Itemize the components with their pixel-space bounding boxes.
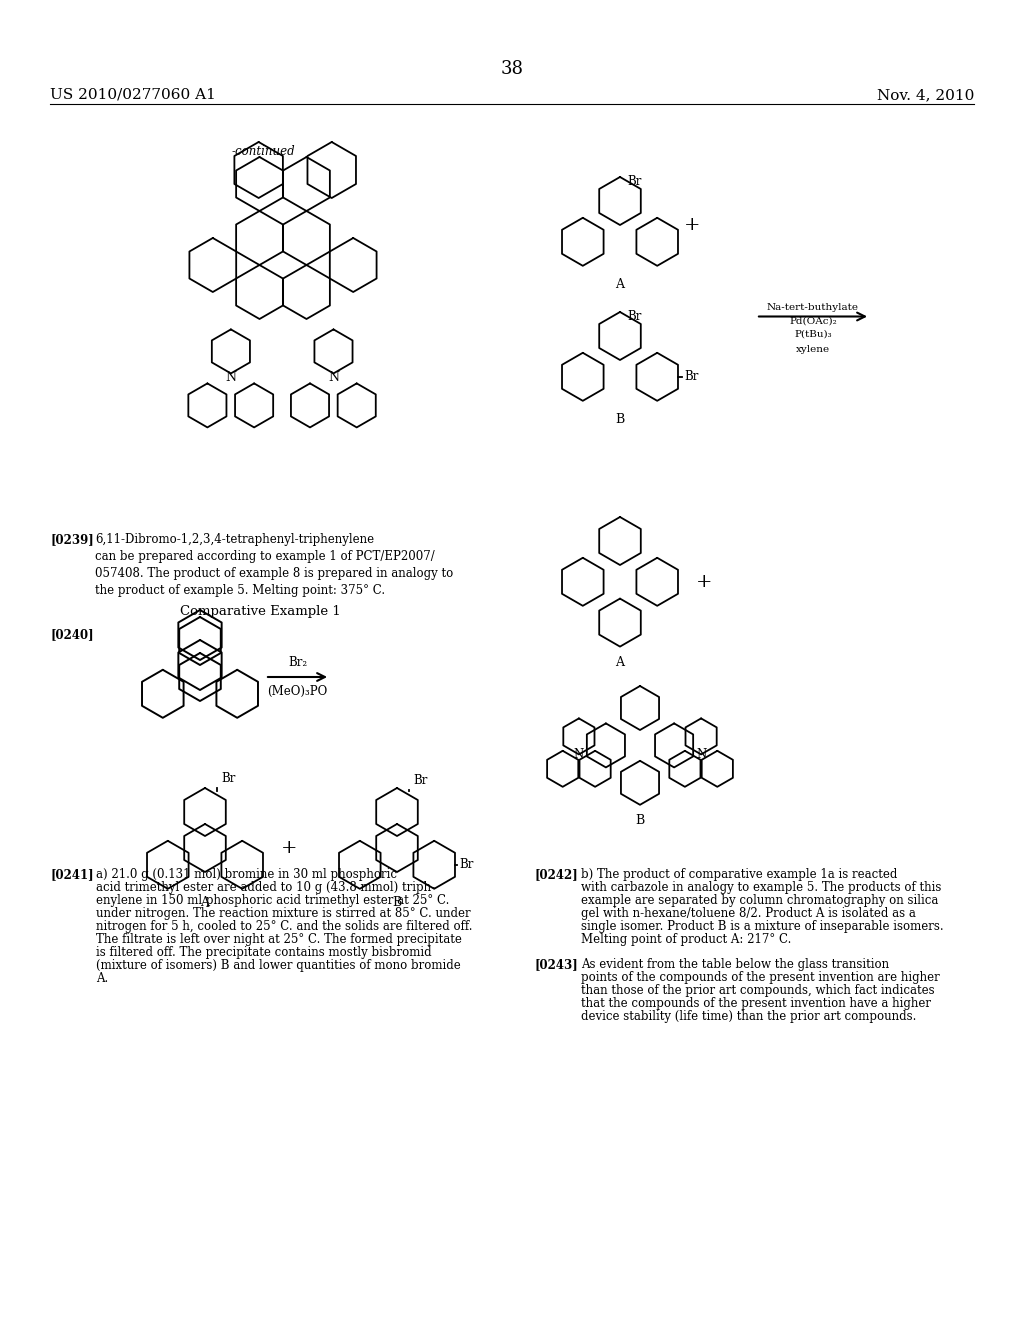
Text: than those of the prior art compounds, which fact indicates: than those of the prior art compounds, w… xyxy=(581,983,935,997)
Text: points of the compounds of the present invention are higher: points of the compounds of the present i… xyxy=(581,972,940,983)
Text: B: B xyxy=(392,896,401,909)
Text: with carbazole in analogy to example 5. The products of this: with carbazole in analogy to example 5. … xyxy=(581,880,941,894)
Text: Nov. 4, 2010: Nov. 4, 2010 xyxy=(877,88,974,102)
Text: device stability (life time) than the prior art compounds.: device stability (life time) than the pr… xyxy=(581,1010,916,1023)
Text: Br₂: Br₂ xyxy=(288,656,307,669)
Text: nitrogen for 5 h, cooled to 25° C. and the solids are filtered off.: nitrogen for 5 h, cooled to 25° C. and t… xyxy=(96,920,472,933)
Text: Br: Br xyxy=(684,371,698,383)
Text: (MeO)₃PO: (MeO)₃PO xyxy=(267,685,328,698)
Text: B: B xyxy=(615,413,625,426)
Text: enylene in 150 ml phosphoric acid trimethyl ester at 25° C.: enylene in 150 ml phosphoric acid trimet… xyxy=(96,894,450,907)
Text: Br: Br xyxy=(627,174,642,187)
Text: under nitrogen. The reaction mixture is stirred at 85° C. under: under nitrogen. The reaction mixture is … xyxy=(96,907,471,920)
Text: Br: Br xyxy=(221,772,236,785)
Text: Pd(OAc)₂: Pd(OAc)₂ xyxy=(790,317,837,326)
Text: P(tBu)₃: P(tBu)₃ xyxy=(795,330,831,338)
Text: Br: Br xyxy=(413,775,427,788)
Text: +: + xyxy=(684,216,700,234)
Text: Melting point of product A: 217° C.: Melting point of product A: 217° C. xyxy=(581,933,792,946)
Text: [0242]: [0242] xyxy=(535,869,579,880)
Text: N: N xyxy=(328,371,339,384)
Text: gel with n-hexane/toluene 8/2. Product A is isolated as a: gel with n-hexane/toluene 8/2. Product A… xyxy=(581,907,915,920)
Text: A: A xyxy=(615,656,625,669)
Text: -continued: -continued xyxy=(232,145,296,158)
Text: +: + xyxy=(695,573,713,591)
Text: [0241]: [0241] xyxy=(50,869,93,880)
Text: Na-tert-buthylate: Na-tert-buthylate xyxy=(767,302,859,312)
Text: acid trimethyl ester are added to 10 g (43.8 mmol) triph-: acid trimethyl ester are added to 10 g (… xyxy=(96,880,435,894)
Text: A: A xyxy=(201,896,210,909)
Text: b) The product of comparative example 1a is reacted: b) The product of comparative example 1a… xyxy=(581,869,897,880)
Text: US 2010/0277060 A1: US 2010/0277060 A1 xyxy=(50,88,216,102)
Text: that the compounds of the present invention have a higher: that the compounds of the present invent… xyxy=(581,997,931,1010)
Text: A: A xyxy=(615,277,625,290)
Text: The filtrate is left over night at 25° C. The formed precipitate: The filtrate is left over night at 25° C… xyxy=(96,933,462,946)
Text: 6,11-Dibromo-1,2,3,4-tetraphenyl-triphenylene
can be prepared according to examp: 6,11-Dibromo-1,2,3,4-tetraphenyl-triphen… xyxy=(95,533,454,597)
Text: (mixture of isomers) B and lower quantities of mono bromide: (mixture of isomers) B and lower quantit… xyxy=(96,960,461,972)
Text: Br: Br xyxy=(459,858,473,871)
Text: N: N xyxy=(573,748,584,760)
Text: Br: Br xyxy=(627,310,642,322)
Text: A.: A. xyxy=(96,972,109,985)
Text: 38: 38 xyxy=(501,59,523,78)
Text: single isomer. Product B is a mixture of inseparable isomers.: single isomer. Product B is a mixture of… xyxy=(581,920,944,933)
Text: N: N xyxy=(225,371,237,384)
Text: example are separated by column chromatography on silica: example are separated by column chromato… xyxy=(581,894,938,907)
Text: [0239]: [0239] xyxy=(50,533,94,546)
Text: is filtered off. The precipitate contains mostly bisbromid: is filtered off. The precipitate contain… xyxy=(96,946,432,960)
Text: a) 21.0 g (0.131 mol) bromine in 30 ml phosphoric: a) 21.0 g (0.131 mol) bromine in 30 ml p… xyxy=(96,869,397,880)
Text: N: N xyxy=(696,748,707,760)
Text: B: B xyxy=(635,813,645,826)
Text: [0243]: [0243] xyxy=(535,958,579,972)
Text: xylene: xylene xyxy=(796,345,830,354)
Text: Comparative Example 1: Comparative Example 1 xyxy=(179,605,340,618)
Text: +: + xyxy=(281,840,297,857)
Text: [0240]: [0240] xyxy=(50,628,93,642)
Text: As evident from the table below the glass transition: As evident from the table below the glas… xyxy=(581,958,889,972)
